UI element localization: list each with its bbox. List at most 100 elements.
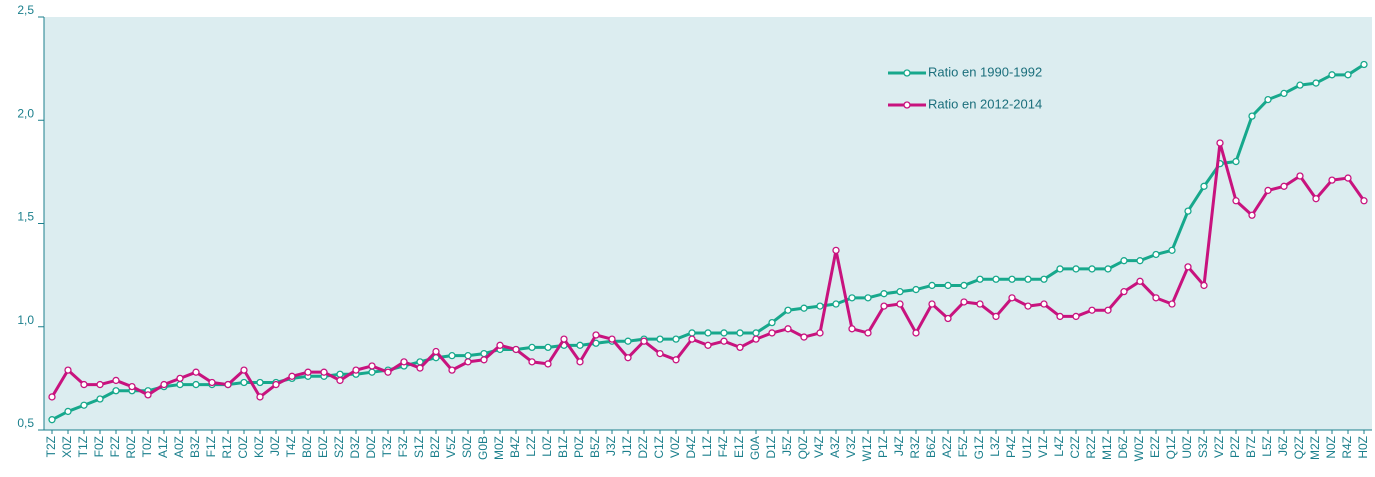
x-tick-label: K0Z bbox=[252, 436, 266, 458]
x-tick-label: J5Z bbox=[780, 436, 794, 456]
x-tick-label: G1Z bbox=[972, 436, 986, 459]
x-tick-label: D2Z bbox=[636, 436, 650, 459]
point bbox=[368, 368, 376, 376]
point bbox=[1264, 95, 1272, 104]
point bbox=[1232, 197, 1240, 205]
point bbox=[1024, 302, 1032, 310]
point bbox=[112, 376, 120, 385]
x-tick-label: B7Z bbox=[1244, 436, 1258, 458]
x-tick-label: B2Z bbox=[428, 436, 442, 458]
x-tick-label: B4Z bbox=[508, 436, 522, 458]
x-tick-label: P4Z bbox=[1004, 436, 1018, 458]
x-tick-label: L1Z bbox=[700, 436, 714, 457]
point bbox=[528, 358, 536, 366]
x-tick-label: D1Z bbox=[764, 436, 778, 459]
x-tick-label: L3Z bbox=[988, 436, 1002, 457]
point bbox=[1152, 294, 1160, 302]
x-tick-label: P0Z bbox=[572, 436, 586, 458]
point bbox=[144, 391, 152, 399]
x-tick-label: T2Z bbox=[44, 436, 58, 457]
point bbox=[880, 302, 888, 310]
point bbox=[1296, 81, 1304, 89]
point bbox=[1344, 71, 1352, 79]
x-tick-label: V4Z bbox=[812, 436, 826, 458]
point bbox=[944, 281, 952, 290]
x-tick-label: V2Z bbox=[1212, 436, 1226, 458]
point bbox=[624, 354, 632, 362]
point bbox=[672, 356, 680, 364]
point bbox=[1184, 207, 1192, 215]
x-tick-label: S0Z bbox=[460, 436, 474, 458]
x-tick-label: F1Z bbox=[204, 436, 218, 457]
x-tick-label: U1Z bbox=[1020, 436, 1034, 459]
x-tick-label: L4Z bbox=[1052, 436, 1066, 457]
point bbox=[896, 287, 904, 296]
point bbox=[752, 329, 760, 337]
point bbox=[1248, 112, 1256, 120]
point bbox=[736, 329, 744, 337]
point bbox=[752, 335, 760, 343]
x-tick-label: B0Z bbox=[300, 436, 314, 458]
point bbox=[1264, 186, 1272, 195]
point bbox=[1136, 277, 1144, 285]
x-tick-label: E0Z bbox=[316, 436, 330, 458]
point bbox=[816, 302, 824, 310]
point bbox=[816, 329, 824, 337]
point bbox=[64, 366, 72, 374]
point bbox=[384, 368, 392, 376]
point bbox=[640, 337, 648, 345]
point bbox=[64, 407, 72, 416]
point bbox=[656, 349, 664, 358]
point bbox=[960, 281, 968, 290]
point bbox=[256, 378, 264, 387]
point bbox=[128, 382, 136, 391]
x-tick-label: A2Z bbox=[940, 436, 954, 458]
point bbox=[1280, 182, 1288, 190]
point bbox=[208, 378, 216, 387]
point bbox=[400, 358, 408, 366]
point bbox=[48, 416, 56, 424]
point bbox=[736, 343, 744, 352]
x-tick-label: L5Z bbox=[1260, 436, 1274, 457]
point bbox=[976, 275, 984, 283]
point bbox=[256, 393, 264, 401]
x-tick-label: Q2Z bbox=[1292, 436, 1306, 459]
point bbox=[928, 300, 936, 308]
x-tick-label: C0Z bbox=[236, 436, 250, 459]
point bbox=[1168, 246, 1176, 254]
point bbox=[176, 380, 184, 389]
point bbox=[688, 329, 696, 337]
point bbox=[880, 290, 888, 298]
point bbox=[1104, 306, 1112, 314]
point bbox=[1184, 263, 1192, 271]
x-tick-label: J1Z bbox=[620, 436, 634, 456]
point bbox=[368, 362, 376, 370]
point bbox=[464, 358, 472, 366]
point bbox=[800, 333, 808, 341]
point bbox=[1072, 265, 1080, 273]
x-tick-label: S3Z bbox=[1196, 436, 1210, 458]
point bbox=[1152, 250, 1160, 259]
point bbox=[672, 335, 680, 343]
point bbox=[304, 368, 312, 376]
x-tick-label: R3Z bbox=[908, 436, 922, 459]
x-tick-label: S1Z bbox=[412, 436, 426, 458]
x-tick-label: C1Z bbox=[652, 436, 666, 459]
point bbox=[512, 345, 520, 354]
point bbox=[1168, 300, 1176, 308]
point bbox=[656, 335, 664, 343]
point bbox=[1216, 139, 1224, 147]
x-tick-label: E1Z bbox=[732, 436, 746, 458]
point bbox=[192, 368, 200, 376]
point bbox=[1200, 281, 1208, 290]
point bbox=[112, 387, 120, 395]
y-tick-label: 1,5 bbox=[17, 210, 34, 224]
point bbox=[1248, 211, 1256, 219]
x-tick-label: J6Z bbox=[1276, 436, 1290, 456]
point bbox=[416, 364, 424, 372]
point bbox=[528, 343, 536, 352]
y-tick-label: 1,0 bbox=[17, 313, 34, 327]
point bbox=[960, 298, 968, 306]
x-tick-label: V5Z bbox=[444, 436, 458, 458]
legend-marker bbox=[903, 69, 911, 77]
